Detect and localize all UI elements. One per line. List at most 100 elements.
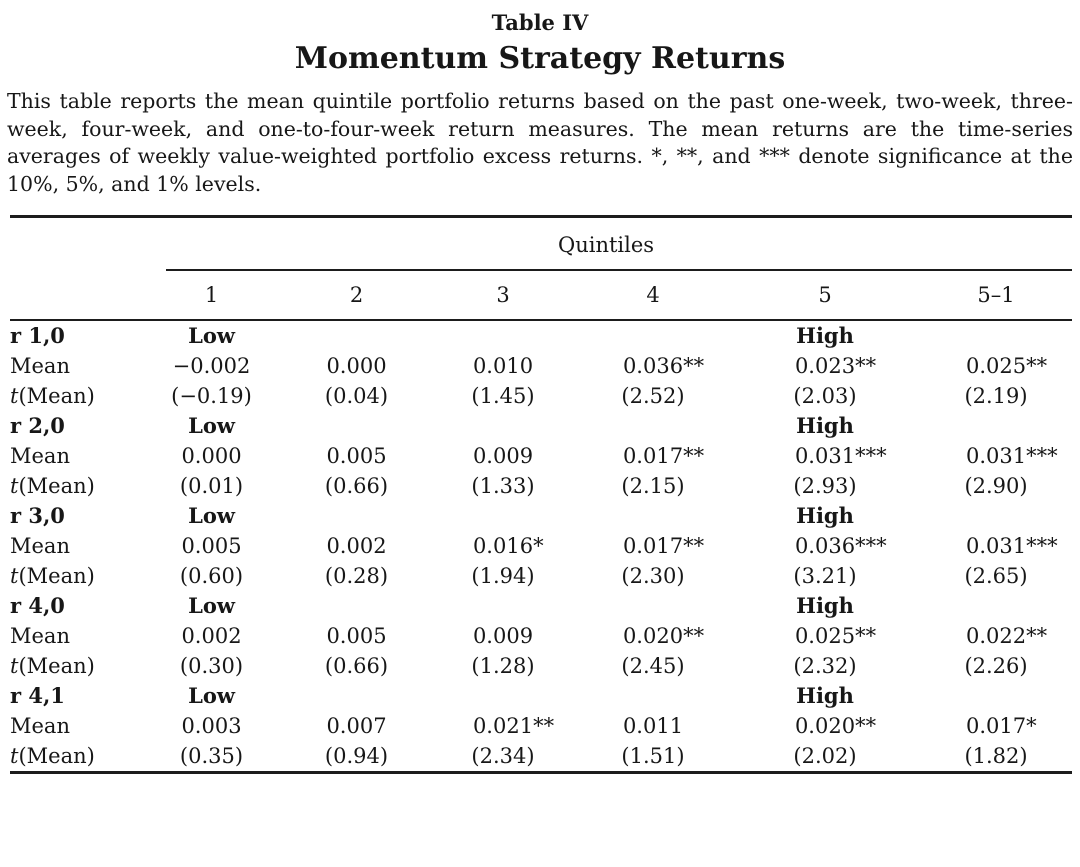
row-label-tstat: t(Mean) [10,474,95,498]
row-label-tstat: t(Mean) [10,744,95,768]
empty-cell [10,217,140,272]
quintiles-header-cell: Quintiles [140,217,1073,271]
value-cell: 0.009 [472,444,534,468]
tstat-cell: (2.19) [964,384,1028,408]
value-cell: 0.000 [326,354,387,378]
value-cell: 0.002 [181,624,242,648]
table-row: t(Mean) (−0.19) (0.04) (1.45) (2.52) (2.… [10,381,1072,411]
low-label: Low [188,593,235,618]
table-row: r 1,0 Low High [10,320,1072,351]
significance-stars: ** [855,714,877,738]
column-header-row: 1 2 3 4 5 5–1 [10,271,1073,321]
empty-cell [283,681,430,711]
empty-cell [576,320,730,351]
row-label-tstat: t(Mean) [10,564,95,588]
table-row: Mean −0.002 0.000 0.010 0.036 ** 0.023 ** … [10,351,1072,381]
tstat-cell: (0.35) [179,744,244,768]
value-cell: 0.007 [326,714,387,738]
table-row: t(Mean) (0.30) (0.66) (1.28) (2.45) (2.3… [10,651,1072,681]
significance-stars: ** [683,534,705,558]
tstat-cell: (0.04) [324,384,389,408]
value-cell: 0.002 [326,534,387,558]
value-cell: 0.023 ** [730,351,920,381]
tstat-cell: (2.65) [964,564,1028,588]
significance-stars: ** [683,354,705,378]
tstat-cell: (1.33) [471,474,535,498]
row-label-mean: Mean [10,714,70,738]
significance-stars: ** [855,354,877,378]
empty-cell [283,320,430,351]
value-cell: 0.025 ** [730,621,920,651]
tstat-cell: (1.82) [964,744,1028,768]
row-label-tstat: t(Mean) [10,384,95,408]
empty-cell [430,681,576,711]
value-cell: 0.022 ** [920,621,1072,651]
table-number: Table IV [491,10,589,35]
empty-cell [430,591,576,621]
value-cell: 0.016 * [430,531,576,561]
table-row: r 4,0 Low High [10,591,1072,621]
table-row: r 3,0 Low High [10,501,1072,531]
tstat-cell: (0.60) [179,564,244,588]
table-row: t(Mean) (0.35) (0.94) (2.34) (1.51) (2.0… [10,741,1072,773]
table-row: t(Mean) (0.01) (0.66) (1.33) (2.15) (2.9… [10,471,1072,501]
significance-stars: ** [683,624,705,648]
column-header-spread: 5–1 [920,271,1073,321]
empty-cell [576,591,730,621]
significance-stars: ** [855,624,877,648]
tstat-cell: (0.66) [324,474,389,498]
significance-stars: *** [855,444,887,468]
low-label: Low [188,683,235,708]
tstat-cell: (2.52) [621,384,685,408]
significance-stars: * [533,534,544,558]
value-cell: 0.011 [622,714,684,738]
value-cell: 0.005 [326,444,387,468]
column-header-q3: 3 [430,271,576,321]
quintiles-label: Quintiles [558,232,655,257]
empty-cell [920,591,1072,621]
empty-cell [10,271,140,321]
row-label-mean: Mean [10,354,70,378]
tstat-cell: (2.03) [793,384,857,408]
measure-label: r 4,1 [10,683,65,708]
value-cell: 0.025 ** [920,351,1072,381]
results-table: Quintiles 1 2 3 4 5 5–1 r 1,0 Low High M… [10,215,1073,774]
empty-cell [430,320,576,351]
tstat-cell: (3.21) [793,564,857,588]
value-cell: 0.031 *** [920,531,1072,561]
tstat-cell: (2.34) [471,744,535,768]
measure-label: r 2,0 [10,413,65,438]
value-cell: 0.036 *** [730,531,920,561]
value-cell: 0.010 [472,354,534,378]
significance-stars: ** [683,444,705,468]
column-header-q4: 4 [576,271,730,321]
low-label: Low [188,503,235,528]
value-cell: 0.017 ** [576,531,730,561]
measure-label: r 4,0 [10,593,65,618]
tstat-cell: (1.51) [621,744,685,768]
table-row: Mean 0.005 0.002 0.016 * 0.017 ** 0.036 ***… [10,531,1072,561]
high-label: High [796,683,854,708]
tstat-cell: (2.30) [621,564,685,588]
empty-cell [283,501,430,531]
column-header-q1: 1 [140,271,283,321]
tstat-cell: (0.94) [324,744,389,768]
low-label: Low [188,413,235,438]
row-label-mean: Mean [10,444,70,468]
tstat-cell: (1.28) [471,654,535,678]
value-cell: 0.009 [472,624,534,648]
tstat-cell: (−0.19) [171,384,252,408]
value-cell: 0.017 ** [576,441,730,471]
value-cell: 0.003 [181,714,242,738]
table-row: t(Mean) (0.60) (0.28) (1.94) (2.30) (3.2… [10,561,1072,591]
empty-cell [920,411,1072,441]
page-title: Momentum Strategy Returns [294,41,786,76]
empty-cell [283,591,430,621]
empty-cell [576,681,730,711]
significance-stars: ** [533,714,555,738]
tstat-cell: (2.45) [621,654,685,678]
table-row: r 4,1 Low High [10,681,1072,711]
quintiles-spanner-row: Quintiles [10,217,1073,272]
significance-stars: *** [855,534,887,558]
